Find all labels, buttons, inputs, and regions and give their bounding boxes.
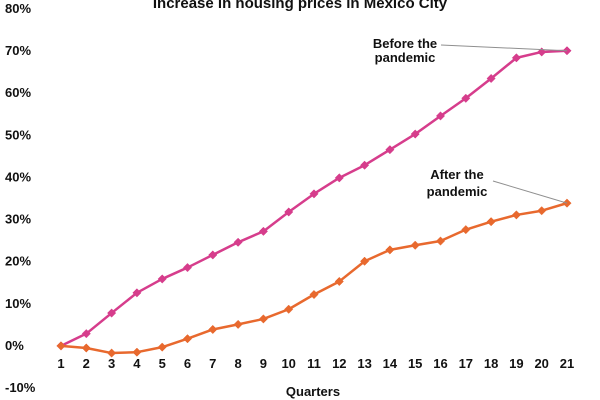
y-tick-label: 0% [5, 338, 24, 353]
before-the-pandemic-marker [208, 250, 218, 260]
before-the-pandemic-marker [410, 129, 420, 139]
after-the-pandemic-marker [157, 342, 167, 352]
before-the-pandemic-marker [486, 73, 496, 84]
before-the-pandemic-marker [132, 288, 142, 298]
after-the-pandemic-marker [562, 198, 572, 208]
after-the-pandemic-marker [486, 217, 496, 227]
after-the-pandemic-annotation-leader-line [492, 180, 568, 204]
series-markers [56, 46, 572, 358]
series-lines [59, 49, 569, 355]
before-the-pandemic-marker [537, 47, 547, 57]
x-axis-tick-labels: 1 2 3 4 5 6 7 8 9 10 11 12 13 14 15 16 17 18 19 20 21 [57, 356, 574, 371]
x-tick-label: 15 [408, 356, 422, 371]
x-tick-label: 18 [484, 356, 498, 371]
after-the-pandemic-marker [81, 343, 91, 353]
y-tick-label: 10% [5, 296, 31, 311]
after-the-pandemic-marker [233, 319, 243, 329]
before-the-pandemic-marker [461, 93, 471, 103]
before-the-pandemic-annotation-line: pandemic [375, 50, 436, 65]
y-tick-label: 30% [5, 212, 31, 227]
before-the-pandemic-marker [81, 329, 91, 339]
after-the-pandemic-marker [258, 314, 268, 324]
before-the-pandemic-marker [157, 274, 167, 284]
x-tick-label: 9 [260, 356, 267, 371]
x-axis-label: Quarters [286, 384, 340, 399]
after-the-pandemic-annotation-line: pandemic [427, 184, 488, 199]
y-tick-label: 70% [5, 43, 31, 58]
before-the-pandemic-marker [284, 207, 294, 217]
x-tick-label: 5 [159, 356, 166, 371]
after-the-pandemic-marker [410, 240, 420, 250]
x-tick-label: 13 [357, 356, 371, 371]
after-the-pandemic-annotation-line: After the [430, 167, 483, 182]
x-tick-label: 1 [57, 356, 64, 371]
y-tick-label: 80% [5, 1, 31, 16]
x-tick-label: 12 [332, 356, 346, 371]
y-tick-label: 60% [5, 85, 31, 100]
after-the-pandemic-marker [309, 289, 319, 300]
y-tick-label: 50% [5, 127, 31, 142]
before-the-pandemic-annotation-leader-line [440, 44, 568, 52]
x-tick-label: 17 [459, 356, 473, 371]
before-the-pandemic-marker [360, 160, 370, 170]
x-tick-label: 10 [281, 356, 295, 371]
after-the-pandemic-marker [511, 210, 521, 220]
after-the-pandemic-marker [182, 334, 193, 344]
before-the-pandemic-marker [258, 226, 268, 236]
after-the-pandemic-marker [385, 245, 395, 255]
after-the-pandemic-marker [360, 256, 370, 266]
x-tick-label: 8 [234, 356, 241, 371]
after-the-pandemic-marker [334, 276, 344, 287]
after-the-pandemic-marker [56, 341, 66, 351]
before-the-pandemic-marker [334, 173, 344, 183]
before-the-pandemic-marker [562, 46, 572, 56]
x-tick-label: 3 [108, 356, 115, 371]
x-tick-label: 6 [184, 356, 191, 371]
y-tick-label: 20% [5, 254, 31, 269]
before-the-pandemic-marker [385, 145, 395, 155]
x-tick-label: 16 [433, 356, 447, 371]
y-tick-label: 40% [5, 169, 31, 184]
chart-title: Increase in housing prices in Mexico Cit… [153, 0, 448, 12]
after-the-pandemic-marker [435, 236, 446, 246]
x-tick-label: 7 [209, 356, 216, 371]
x-tick-label: 19 [509, 356, 523, 371]
before-the-pandemic-marker [511, 53, 521, 63]
before-the-pandemic-marker [435, 111, 446, 121]
before-the-pandemic-marker [107, 308, 117, 318]
before-the-pandemic-marker [309, 189, 319, 199]
y-axis-tick-labels: -10% 0% 10% 20% 30% 40% 50% 60% 70% 80% [5, 1, 36, 395]
after-the-pandemic-marker [461, 225, 471, 235]
x-tick-label: 14 [383, 356, 398, 371]
before-the-pandemic-annotation-line: Before the [373, 36, 437, 51]
after-the-pandemic-marker [284, 304, 294, 314]
after-the-pandemic-marker [208, 324, 218, 335]
after-the-pandemic-marker [132, 347, 142, 357]
after-the-pandemic-marker [537, 206, 547, 216]
x-tick-label: 2 [83, 356, 90, 371]
after-the-pandemic-marker [107, 348, 117, 358]
x-tick-label: 21 [560, 356, 574, 371]
x-tick-label: 4 [133, 356, 141, 371]
x-tick-label: 11 [307, 356, 321, 371]
before-the-pandemic-marker [182, 263, 193, 273]
y-tick-label: -10% [5, 380, 36, 395]
x-tick-label: 20 [534, 356, 548, 371]
before-the-pandemic-marker [233, 237, 243, 247]
